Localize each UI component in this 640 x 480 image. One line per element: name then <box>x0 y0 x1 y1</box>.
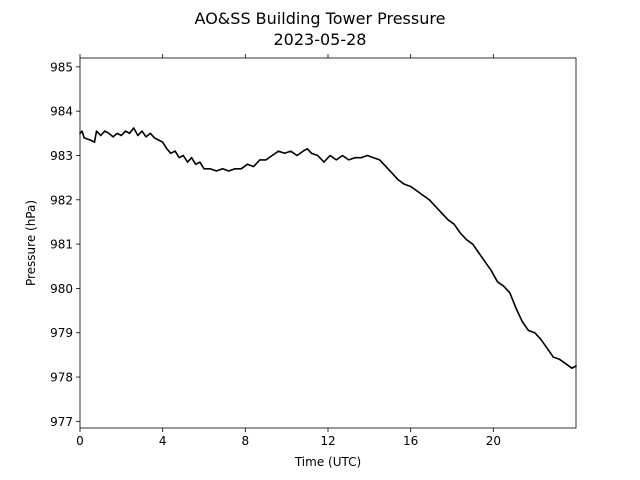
y-tick-label: 983 <box>50 149 73 163</box>
y-tick-label: 977 <box>50 415 73 429</box>
x-axis-ticks: 0 4 8 12 16 20 <box>76 54 501 448</box>
y-tick-label: 982 <box>50 193 73 207</box>
x-tick-label: 8 <box>242 434 250 448</box>
chart-title: AO&SS Building Tower Pressure <box>195 9 446 28</box>
y-tick-label: 980 <box>50 282 73 296</box>
x-tick-label: 0 <box>76 434 84 448</box>
y-axis-ticks: 977 978 979 980 981 982 983 984 985 <box>50 60 80 429</box>
y-tick-label: 984 <box>50 105 73 119</box>
chart-subtitle: 2023-05-28 <box>274 30 367 49</box>
x-axis-label: Time (UTC) <box>294 455 361 469</box>
x-tick-label: 16 <box>403 434 418 448</box>
plot-frame <box>79 57 577 429</box>
y-tick-label: 981 <box>50 238 73 252</box>
y-axis-label: Pressure (hPa) <box>24 200 38 286</box>
pressure-series-line <box>79 127 577 369</box>
x-tick-label: 20 <box>486 434 501 448</box>
y-tick-label: 979 <box>50 326 73 340</box>
y-tick-label: 978 <box>50 371 73 385</box>
x-tick-label: 4 <box>159 434 167 448</box>
y-tick-label: 985 <box>50 60 73 74</box>
x-tick-label: 12 <box>320 434 335 448</box>
